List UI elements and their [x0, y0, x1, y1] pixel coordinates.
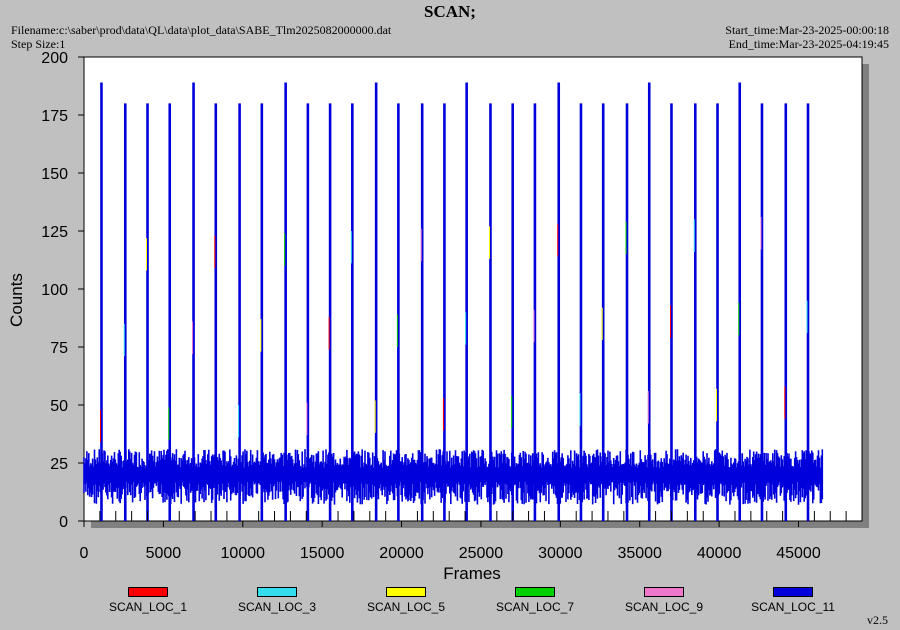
- legend-swatch: [386, 587, 426, 597]
- step-size-label: Step Size:1: [11, 37, 66, 51]
- legend-item: SCAN_LOC_3: [217, 587, 337, 614]
- legend-item: SCAN_LOC_9: [604, 587, 724, 614]
- chart-title: SCAN;: [424, 2, 476, 21]
- y-tick-label: 150: [41, 166, 68, 183]
- plot-area: [83, 56, 863, 522]
- axis-layer: 0 25 50 75 100 125 150 175 200 0 5000 10000 15000 200…: [41, 50, 847, 562]
- legend-item: SCAN_LOC_5: [346, 587, 466, 614]
- legend-swatch: [644, 587, 684, 597]
- y-tick-label: 100: [41, 282, 68, 299]
- legend-label: SCAN_LOC_3: [237, 600, 317, 614]
- legend-swatch: [128, 587, 168, 597]
- x-tick-label: 10000: [221, 545, 266, 562]
- x-tick-label: 0: [80, 545, 89, 562]
- legend-item: SCAN_LOC_11: [733, 587, 853, 614]
- legend-label: SCAN_LOC_11: [751, 600, 835, 614]
- x-tick-label: 20000: [379, 545, 424, 562]
- start-time-label: Start_time:Mar-23-2025-00:00:18: [725, 23, 889, 37]
- legend-swatch: [515, 587, 555, 597]
- y-tick-label: 0: [59, 514, 68, 531]
- legend-item: SCAN_LOC_1: [88, 587, 208, 614]
- x-tick-label: 35000: [617, 545, 662, 562]
- legend-label: SCAN_LOC_7: [495, 600, 575, 614]
- x-axis-label: Frames: [443, 564, 501, 583]
- y-tick-label: 50: [50, 398, 68, 415]
- x-tick-label: 15000: [300, 545, 345, 562]
- x-tick-label: 45000: [776, 545, 821, 562]
- y-tick-label: 75: [50, 340, 68, 357]
- y-tick-label: 125: [41, 224, 68, 241]
- y-axis-label: Counts: [7, 273, 26, 327]
- version-label: v2.5: [867, 613, 888, 627]
- legend-swatch: [773, 587, 813, 597]
- x-tick-label: 40000: [697, 545, 742, 562]
- legend-label: SCAN_LOC_1: [108, 600, 188, 614]
- x-tick-label: 30000: [538, 545, 583, 562]
- y-tick-label: 175: [41, 108, 68, 125]
- legend-label: SCAN_LOC_9: [624, 600, 704, 614]
- end-time-label: End_time:Mar-23-2025-04:19:45: [728, 37, 889, 51]
- legend-item: SCAN_LOC_7: [475, 587, 595, 614]
- legend-swatch: [257, 587, 297, 597]
- y-tick-label: 25: [50, 456, 68, 473]
- x-tick-label: 25000: [459, 545, 504, 562]
- x-tick-label: 5000: [146, 545, 182, 562]
- y-tick-label: 200: [41, 50, 68, 67]
- series-layer: [83, 82, 824, 521]
- filename-label: Filename:c:\saber\prod\data\QL\data\plot…: [11, 23, 392, 37]
- legend-label: SCAN_LOC_5: [366, 600, 446, 614]
